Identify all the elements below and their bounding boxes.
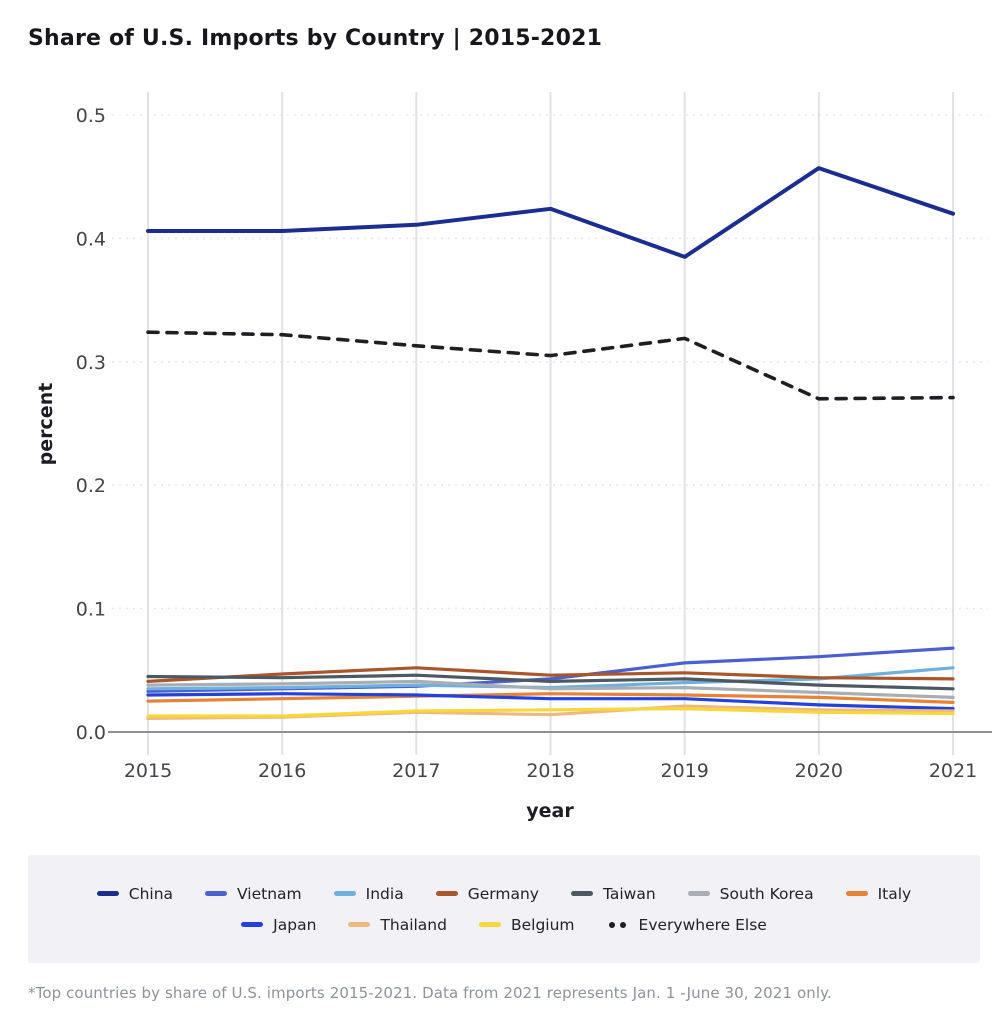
series-line-taiwan xyxy=(146,673,955,691)
legend-swatch-icon xyxy=(435,891,458,896)
series-line-belgium xyxy=(146,706,955,718)
legend-item-thailand: Thailand xyxy=(348,916,447,934)
legend-item-vietnam: Vietnam xyxy=(205,885,302,903)
x-tick-label: 2020 xyxy=(795,760,843,780)
chart-footnote: *Top countries by share of U.S. imports … xyxy=(28,984,832,1002)
y-tick-label: 0.1 xyxy=(76,599,106,621)
legend-item-italy: Italy xyxy=(845,884,912,903)
legend-swatch-icon xyxy=(845,891,868,896)
legend-swatch-icon xyxy=(333,891,356,896)
x-tick-label: 2019 xyxy=(660,760,708,780)
legend-item-taiwan: Taiwan xyxy=(570,884,656,903)
legend-label: Taiwan xyxy=(602,884,656,903)
legend-swatch-icon xyxy=(607,922,629,928)
legend-label: Belgium xyxy=(510,915,575,934)
legend-item-germany: Germany xyxy=(435,884,539,903)
y-tick-label: 0.2 xyxy=(76,475,106,497)
series-line-everywhere-else xyxy=(146,330,955,401)
series-line-japan xyxy=(146,692,955,711)
page-title: Share of U.S. Imports by Country | 2015-… xyxy=(28,26,603,51)
series-line-italy xyxy=(146,692,955,705)
legend-item-india: India xyxy=(333,884,404,903)
legend-swatch-icon xyxy=(96,891,119,896)
legend-item-everywhere-else: Everywhere Else xyxy=(607,916,767,934)
x-axis-title: year xyxy=(526,800,574,822)
legend-label: Germany xyxy=(467,884,539,903)
legend-label: Everywhere Else xyxy=(638,915,767,934)
chart-canvas: 0.0 0.1 0.2 0.3 0.4 0.5 2015 2016 2017 2018 2019 20… xyxy=(76,92,992,782)
chart-legend: China Vietnam India Germany Taiwan South Kore… xyxy=(28,855,980,963)
x-tick-label: 2015 xyxy=(124,760,172,780)
legend-label: India xyxy=(365,884,404,903)
legend-item-japan: Japan xyxy=(241,916,316,934)
legend-label: Thailand xyxy=(380,915,447,934)
legend-swatch-icon xyxy=(241,922,264,927)
legend-swatch-icon xyxy=(687,891,710,896)
y-tick-label: 0.0 xyxy=(76,722,106,744)
legend-label: Vietnam xyxy=(237,884,302,903)
legend-row-2: Japan Thailand Belgium Everywhere Else xyxy=(28,916,980,934)
legend-row-1: China Vietnam India Germany Taiwan South Kore… xyxy=(28,885,980,903)
y-tick-label: 0.4 xyxy=(76,228,106,250)
legend-item-china: China xyxy=(96,884,174,903)
legend-swatch-icon xyxy=(348,922,371,927)
legend-item-belgium: Belgium xyxy=(478,915,575,934)
series-line-south-korea xyxy=(146,679,955,700)
legend-label: South Korea xyxy=(719,884,814,903)
legend-label: Japan xyxy=(273,915,317,934)
x-tick-label: 2021 xyxy=(929,760,977,780)
x-tick-label: 2018 xyxy=(526,760,574,780)
y-tick-label: 0.5 xyxy=(76,105,106,127)
y-axis-title: percent xyxy=(35,382,57,466)
legend-label: Italy xyxy=(877,884,912,903)
legend-swatch-icon xyxy=(570,891,593,896)
x-tick-label: 2017 xyxy=(392,760,440,780)
legend-item-south-korea: South Korea xyxy=(687,884,814,903)
series-line-china xyxy=(146,166,955,259)
line-chart: 0.0 0.1 0.2 0.3 0.4 0.5 2015 2016 2017 2018 2019 20… xyxy=(0,80,1008,782)
legend-swatch-icon xyxy=(205,891,228,896)
legend-label: China xyxy=(128,884,174,903)
series-line-germany xyxy=(146,666,955,684)
legend-swatch-icon xyxy=(478,922,501,927)
x-tick-label: 2016 xyxy=(258,760,306,780)
y-tick-label: 0.3 xyxy=(76,352,106,374)
